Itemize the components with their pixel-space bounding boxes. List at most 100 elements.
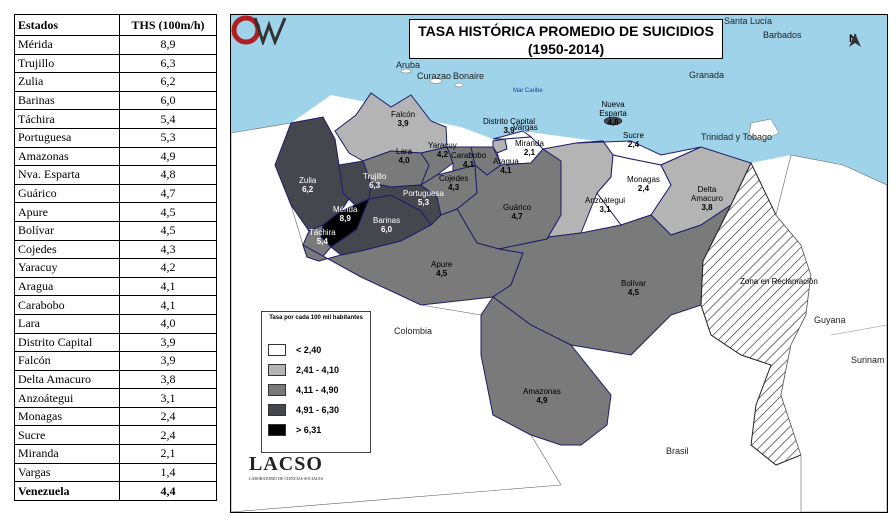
table-row: Aragua 4,1 [14, 276, 217, 297]
legend-swatch [268, 344, 286, 356]
state-label-bolivar: Bolívar 4,5 [621, 279, 646, 297]
rate-value-cell: 4,8 [119, 165, 217, 185]
table-row: Nva. Esparta 4,8 [14, 165, 217, 185]
table-row: Lara 4,0 [14, 313, 217, 334]
total-state-cell: Venezuela [14, 481, 120, 501]
country-label-granada: Granada [689, 70, 725, 80]
country-label-curazao: Curazao [417, 71, 452, 81]
table-total-row: Venezuela 4,4 [14, 481, 217, 501]
table-row: Sucre 2,4 [14, 425, 217, 446]
rate-value-cell: 3,8 [119, 369, 217, 390]
country-label-brasil: Brasil [666, 446, 689, 456]
table-row: Barinas 6,0 [14, 90, 217, 111]
legend-item: 4,91 - 6,30 [268, 404, 368, 418]
rate-value-cell: 2,4 [119, 406, 217, 427]
state-name-cell: Monagas [14, 406, 120, 427]
state-label-anzoategui: Anzoátegui 3,1 [585, 196, 626, 214]
total-value-cell: 4,4 [119, 481, 217, 501]
rate-value-cell: 2,4 [119, 425, 217, 446]
state-name-cell: Distrito Capital [14, 332, 120, 353]
table-row: Mérida 8,9 [14, 35, 217, 55]
rate-value-cell: 4,0 [119, 313, 217, 334]
rate-value-cell: 8,9 [119, 35, 217, 55]
table-row: Anzoátegui 3,1 [14, 388, 217, 408]
state-name-cell: Delta Amacuro [14, 369, 120, 390]
rate-value-cell: 5,4 [119, 109, 217, 129]
nueva-esparta-island [603, 116, 623, 126]
state-label-yaracuy: Yaracuy 4,2 [428, 141, 457, 159]
state-name-cell: Barinas [14, 90, 120, 111]
state-name-cell: Amazonas [14, 146, 120, 167]
state-name-cell: Sucre [14, 425, 120, 446]
table-row: Bolívar 4,5 [14, 220, 217, 241]
rate-value-cell: 4,5 [119, 202, 217, 222]
table-row: Monagas 2,4 [14, 406, 217, 427]
country-label-santa-lucia: Santa Lucía [724, 16, 773, 26]
table-row: Amazonas 4,9 [14, 146, 217, 167]
table-row: Distrito Capital 3,9 [14, 332, 217, 353]
curazao-island [429, 78, 443, 84]
caribbean-sea [231, 15, 887, 185]
legend-label: 2,41 - 4,10 [296, 365, 340, 375]
country-label-bonaire: Bonaire [453, 71, 485, 81]
state-label-miranda: Miranda 2,1 [515, 139, 544, 157]
state-label-trujillo: Trujillo 6,3 [363, 172, 387, 190]
map-legend: Tasa por cada 100 mil habitantes < 2,40 2… [261, 311, 371, 453]
trinidad-island [748, 118, 780, 142]
rate-value-cell: 3,9 [119, 332, 217, 353]
table-row: Falcón 3,9 [14, 351, 217, 371]
rate-value-cell: 4,3 [119, 239, 217, 260]
column-header-state: Estados [14, 14, 120, 36]
venezuela-map: TASA HISTÓRICA PROMEDIO DE SUICIDIOS (19… [230, 14, 888, 513]
legend-item: < 2,40 [268, 344, 368, 358]
legend-item: 4,11 - 4,90 [268, 384, 368, 398]
state-label-amazonas: Amazonas 4,9 [523, 387, 561, 405]
state-name-cell: Yaracuy [14, 258, 120, 278]
states-layer [274, 92, 752, 446]
state-label-distrito-capital: Distrito Capital 3,9 [483, 117, 536, 135]
bonaire-island [454, 82, 464, 88]
state-name-cell: Trujillo [14, 53, 120, 74]
guyana-surinam-border [830, 324, 887, 336]
state-name-cell: Miranda [14, 444, 120, 464]
state-name-cell: Mérida [14, 35, 120, 55]
state-name-cell: Vargas [14, 462, 120, 483]
rate-value-cell: 5,3 [119, 127, 217, 148]
state-label-nueva-esparta: Nueva Esparta 4,8 [599, 100, 627, 127]
state-label-falcon: Falcón 3,9 [391, 110, 416, 128]
country-label-colombia: Colombia [394, 326, 433, 336]
country-label-guyana: Guyana [814, 315, 846, 325]
table-row: Apure 4,5 [14, 202, 217, 222]
country-label-aruba: Aruba [396, 60, 421, 70]
legend-swatch [268, 384, 286, 396]
legend-label: < 2,40 [296, 345, 322, 355]
state-name-cell: Táchira [14, 109, 120, 129]
state-name-cell: Carabobo [14, 295, 120, 315]
state-name-cell: Bolívar [14, 220, 120, 241]
suicide-rate-table: Estados THS (100m/h) Mérida 8,9 Trujillo 6,… [14, 14, 217, 501]
state-label-sucre: Sucre 2,4 [623, 131, 644, 149]
map-title-line1: TASA HISTÓRICA PROMEDIO DE SUICIDIOS [418, 23, 714, 39]
rate-value-cell: 4,7 [119, 183, 217, 204]
state-label-aragua: Aragua 4,1 [493, 157, 519, 175]
state-name-cell: Aragua [14, 276, 120, 297]
state-label-monagas: Monagas 2,4 [627, 175, 660, 193]
table-row: Miranda 2,1 [14, 444, 217, 464]
state-name-cell: Zulia [14, 72, 120, 92]
state-label-tachira: Táchira 5,4 [309, 228, 336, 246]
ovv-logo-icon [231, 15, 287, 45]
state-name-cell: Cojedes [14, 239, 120, 260]
state-label-vargas: Vargas [513, 123, 538, 132]
legend-swatch [268, 424, 286, 436]
table-body: Mérida 8,9 Trujillo 6,3 Zulia 6,2 Barinas 6,0 Tá… [14, 35, 217, 501]
legend-label: 4,11 - 4,90 [296, 385, 339, 395]
table-row: Yaracuy 4,2 [14, 258, 217, 278]
state-label-apure: Apure 4,5 [431, 260, 453, 278]
table-row: Zulia 6,2 [14, 72, 217, 92]
rate-value-cell: 2,1 [119, 444, 217, 464]
legend-label: > 6,31 [296, 425, 322, 435]
north-arrow-icon [849, 33, 861, 47]
state-label-merida: Mérida 8,9 [333, 205, 358, 223]
legend-swatch [268, 364, 286, 376]
country-label-barbados: Barbados [763, 30, 802, 40]
